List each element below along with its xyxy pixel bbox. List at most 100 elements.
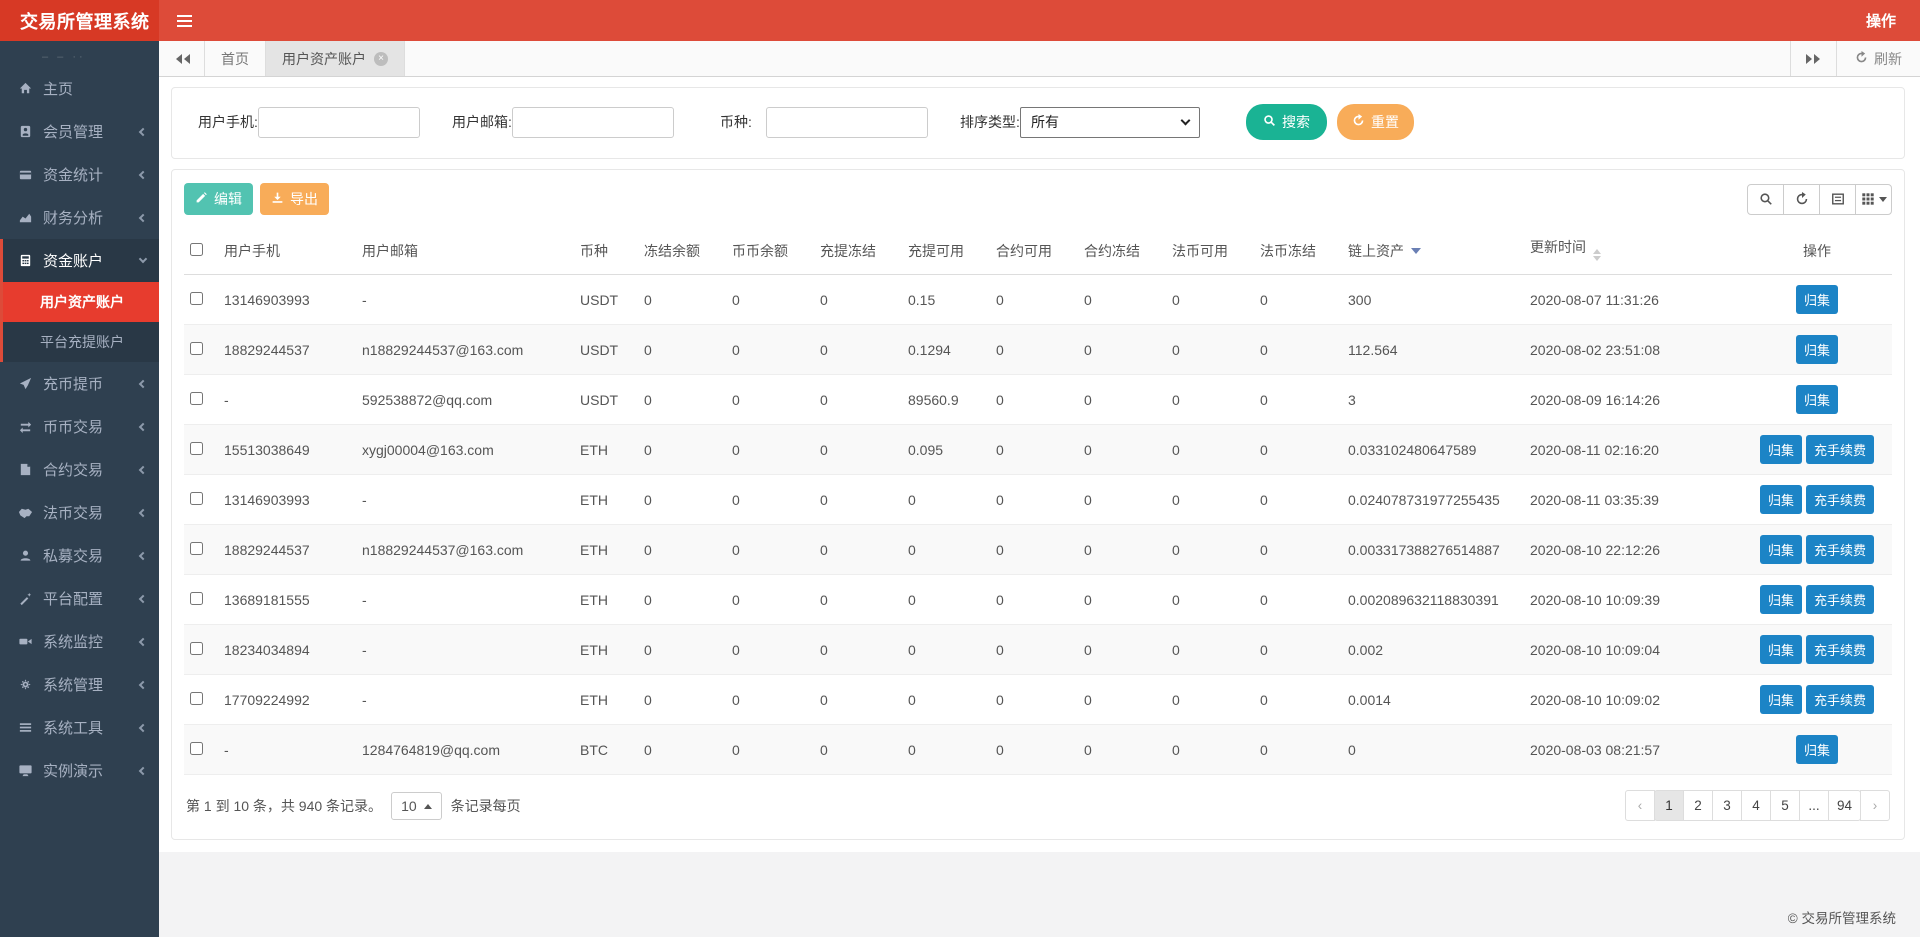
email-input[interactable] <box>512 106 674 138</box>
page-button[interactable]: 4 <box>1740 790 1771 821</box>
sidebar-toggle-button[interactable] <box>159 0 209 41</box>
table-cell: 0 <box>1254 474 1342 525</box>
tab-user-asset-accounts[interactable]: 用户资产账户 × <box>266 41 405 76</box>
page-button[interactable]: 3 <box>1711 790 1742 821</box>
table-cell: 0 <box>814 274 902 325</box>
charge-fee-button[interactable]: 充手续费 <box>1806 635 1875 664</box>
sidebar-item-contract-trading[interactable]: 合约交易 <box>0 448 159 491</box>
row-checkbox[interactable] <box>190 441 203 455</box>
row-checkbox[interactable] <box>190 341 203 355</box>
collect-button[interactable]: 归集 <box>1795 735 1838 764</box>
col-contract-available: 合约可用 <box>990 228 1078 275</box>
phone-input[interactable] <box>258 106 420 138</box>
tabs-scroll-right-button[interactable] <box>1790 41 1836 76</box>
navbar-action-menu[interactable]: 操作 <box>1865 13 1896 30</box>
collect-button[interactable]: 归集 <box>1759 585 1802 614</box>
table-refresh-button[interactable] <box>1783 183 1820 215</box>
collect-button[interactable]: 归集 <box>1795 285 1838 314</box>
sidebar-item-fund-stats[interactable]: 资金统计 <box>0 153 159 196</box>
table-cell: 0 <box>726 574 814 625</box>
col-update-time[interactable]: 更新时间 <box>1524 228 1742 275</box>
table-cell: 0 <box>990 574 1078 625</box>
sidebar-item-system-tools[interactable]: 系统工具 <box>0 706 159 749</box>
table-cell: 0 <box>902 624 990 675</box>
charge-fee-button[interactable]: 充手续费 <box>1806 485 1875 514</box>
edit-button[interactable]: 编辑 <box>184 183 253 215</box>
select-all-checkbox[interactable] <box>190 243 203 256</box>
sidebar-item-system-monitor[interactable]: 系统监控 <box>0 620 159 663</box>
sidebar-item-spot-trading[interactable]: 币币交易 <box>0 405 159 448</box>
table-cell: 0 <box>638 674 726 725</box>
chevron-left-icon <box>138 379 148 388</box>
sidebar-item-deposit-withdraw[interactable]: 充币提币 <box>0 362 159 405</box>
table-row: 13146903993- ETH 0 0 0 0 0 0 0 0 0.024078731977255… <box>184 474 1892 525</box>
sidebar-item-fund-accounts[interactable]: 资金账户 <box>3 239 159 282</box>
sidebar-item-finance-analysis[interactable]: 财务分析 <box>0 196 159 239</box>
reset-button[interactable]: 重置 <box>1337 104 1414 140</box>
prev-page-button[interactable]: ‹ <box>1624 790 1655 821</box>
coin-input[interactable] <box>766 106 928 138</box>
collect-button[interactable]: 归集 <box>1795 335 1838 364</box>
charge-fee-button[interactable]: 充手续费 <box>1806 585 1875 614</box>
charge-fee-button[interactable]: 充手续费 <box>1806 535 1875 564</box>
table-detail-view-button[interactable] <box>1819 183 1856 215</box>
collect-button[interactable]: 归集 <box>1759 685 1802 714</box>
sidebar-item-fiat-trading[interactable]: 法币交易 <box>0 491 159 534</box>
export-button[interactable]: 导出 <box>260 183 329 215</box>
search-button[interactable]: 搜索 <box>1246 104 1327 140</box>
tabs-scroll-left-button[interactable] <box>159 41 205 76</box>
search-icon <box>1263 114 1276 130</box>
collect-button[interactable]: 归集 <box>1759 435 1802 464</box>
tab-refresh-button[interactable]: 刷新 <box>1836 41 1920 76</box>
table-cell: - <box>356 674 574 725</box>
sidebar-subitem-user-asset-accounts[interactable]: 用户资产账户 <box>3 282 159 322</box>
page-button[interactable]: 1 <box>1653 790 1684 821</box>
collect-button[interactable]: 归集 <box>1795 385 1838 414</box>
row-checkbox[interactable] <box>190 641 203 655</box>
table-search-button[interactable] <box>1747 183 1784 215</box>
row-checkbox[interactable] <box>190 291 203 305</box>
page-button[interactable]: 2 <box>1682 790 1713 821</box>
table-cell: 0 <box>1254 674 1342 725</box>
sidebar-subitem-platform-accounts[interactable]: 平台充提账户 <box>40 334 124 350</box>
charge-fee-button[interactable]: 充手续费 <box>1806 685 1875 714</box>
table-cell: 0 <box>814 324 902 375</box>
page-button[interactable]: ... <box>1798 790 1829 821</box>
table-cell: 0 <box>1166 574 1254 625</box>
sidebar-item-demo[interactable]: 实例演示 <box>0 749 159 792</box>
sidebar-item-private-trading[interactable]: 私募交易 <box>0 534 159 577</box>
page-size-select[interactable]: 10 <box>391 791 442 820</box>
row-checkbox[interactable] <box>190 541 203 555</box>
sort-type-select[interactable]: 所有 <box>1020 106 1200 138</box>
table-cell: 0 <box>638 524 726 575</box>
row-checkbox[interactable] <box>190 741 203 755</box>
table-cell: 0 <box>638 624 726 675</box>
charge-fee-button[interactable]: 充手续费 <box>1806 435 1875 464</box>
table-cell: 0 <box>814 574 902 625</box>
table-columns-button[interactable] <box>1855 183 1892 215</box>
page-button[interactable]: 5 <box>1769 790 1800 821</box>
sidebar-item-system-admin[interactable]: 系统管理 <box>0 663 159 706</box>
table-cell: 0 <box>1078 624 1166 675</box>
collect-button[interactable]: 归集 <box>1759 635 1802 664</box>
sidebar-item-platform-config[interactable]: 平台配置 <box>0 577 159 620</box>
col-chain-asset[interactable]: 链上资产 <box>1342 228 1524 275</box>
page-button[interactable]: 94 <box>1827 790 1861 821</box>
row-checkbox[interactable] <box>190 391 203 405</box>
table-cell: 2020-08-10 22:12:26 <box>1524 524 1742 575</box>
next-page-button[interactable]: › <box>1860 790 1890 821</box>
sidebar-item-members[interactable]: 会员管理 <box>0 110 159 153</box>
table-cell: 0 <box>1078 674 1166 725</box>
collect-button[interactable]: 归集 <box>1759 485 1802 514</box>
collect-button[interactable]: 归集 <box>1759 535 1802 564</box>
row-checkbox[interactable] <box>190 491 203 505</box>
table-toolbar: 编辑 导出 <box>184 183 1892 215</box>
tab-close-icon[interactable]: × <box>374 51 388 66</box>
tab-home[interactable]: 首页 <box>205 41 266 76</box>
table-cell: 0 <box>1078 324 1166 375</box>
row-checkbox[interactable] <box>190 591 203 605</box>
exchange-icon <box>16 419 35 434</box>
table-cell: 0 <box>990 324 1078 375</box>
sidebar-item-home[interactable]: 主页 <box>0 67 159 110</box>
row-checkbox[interactable] <box>190 691 203 705</box>
